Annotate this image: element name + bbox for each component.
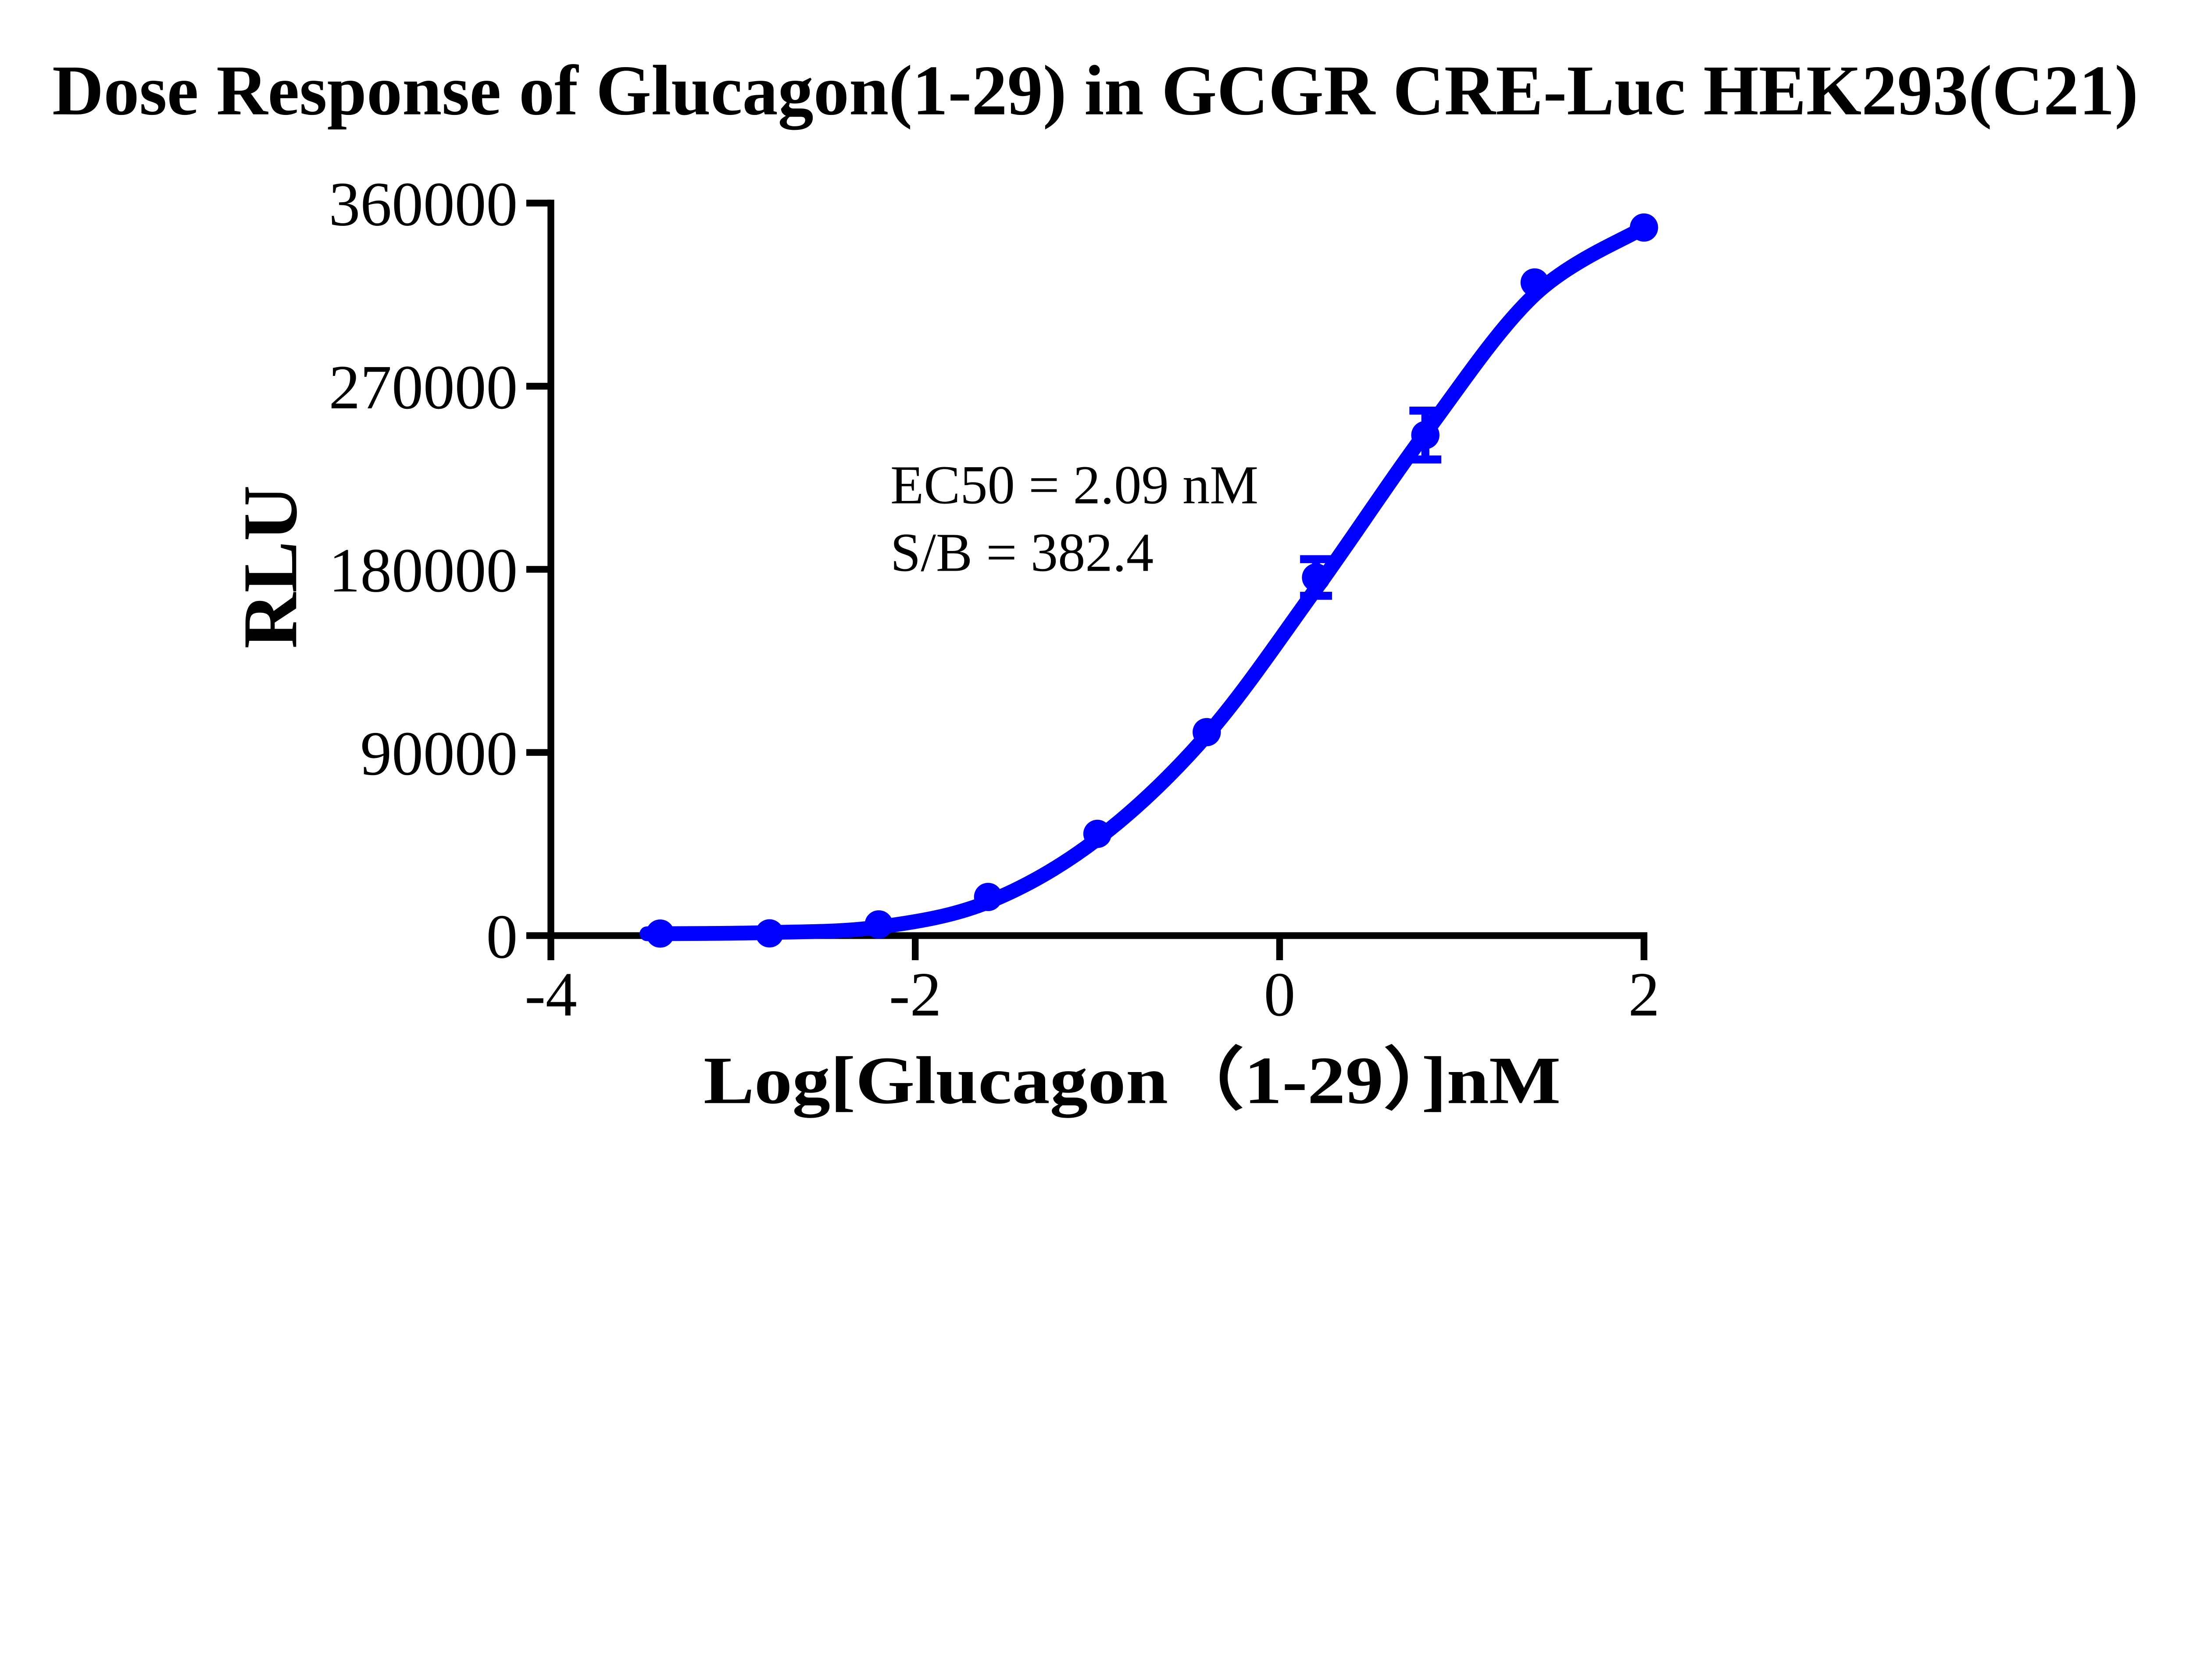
tick-labels-layer: 0 90000 180000 270000 360000 -4 -2 0 2: [329, 169, 1660, 1029]
x-tick-label: 0: [1264, 960, 1296, 1029]
data-point: [1083, 819, 1112, 848]
sb-annotation: S/B = 382.4: [890, 522, 1154, 583]
data-point: [755, 919, 784, 948]
data-point: [974, 883, 1003, 911]
data-point: [1630, 213, 1658, 242]
y-tick-label: 270000: [329, 353, 518, 422]
x-tick-label: 2: [1628, 960, 1660, 1029]
y-tick-label: 0: [486, 902, 518, 972]
dose-response-chart: 0 90000 180000 270000 360000 -4 -2 0 2 Dose Resp…: [52, 51, 2139, 1118]
x-tick-label: -4: [525, 960, 577, 1029]
x-tick-label: -2: [889, 960, 942, 1029]
data-points-layer: [646, 213, 1658, 948]
y-tick-label: 180000: [329, 536, 518, 605]
x-axis-title: Log[Glucagon（1-29）]nM: [704, 1044, 1561, 1118]
data-point: [1193, 718, 1221, 747]
fit-curve-layer: [639, 220, 1652, 941]
data-point: [1302, 563, 1330, 592]
y-tick-label: 90000: [360, 719, 518, 789]
data-point: [646, 919, 675, 948]
chart-title: Dose Response of Glucagon(1-29) in GCGR …: [52, 51, 2138, 130]
y-tick-label: 360000: [329, 169, 518, 239]
data-point: [1520, 268, 1549, 297]
y-axis-title: RLU: [228, 485, 313, 649]
data-point: [864, 910, 893, 939]
data-point: [1411, 421, 1440, 450]
dose-response-curve: [639, 220, 1652, 941]
ec50-annotation: EC50 = 2.09 nM: [890, 454, 1258, 515]
